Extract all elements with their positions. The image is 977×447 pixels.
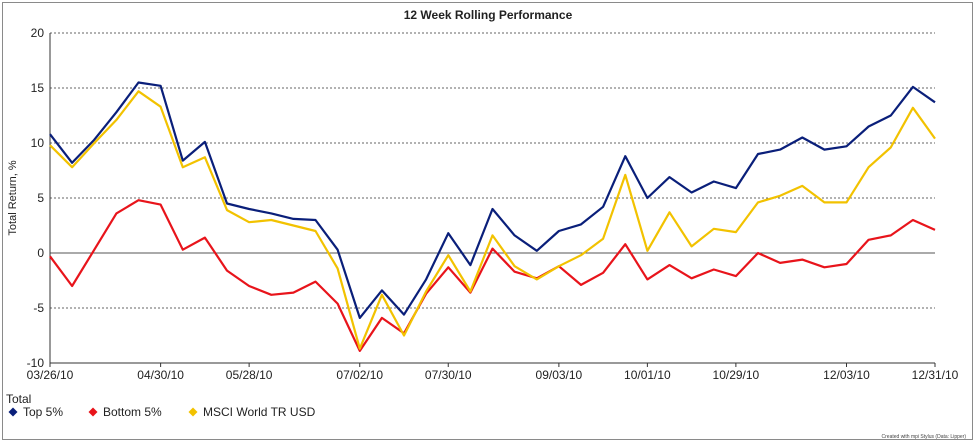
y-tick-label: -10	[27, 356, 45, 370]
y-tick-label: 10	[31, 136, 45, 150]
y-tick-label: -5	[33, 301, 44, 315]
x-tick-label: 12/03/10	[823, 368, 870, 382]
legend-label: Bottom 5%	[103, 405, 162, 419]
x-tick-label: 04/30/10	[137, 368, 184, 382]
series-line-top-5	[49, 81, 936, 319]
x-tick-label: 12/31/10	[912, 368, 959, 382]
series-line-bottom-5	[49, 199, 936, 352]
y-tick-label: 15	[31, 81, 45, 95]
x-tick-label: 10/01/10	[624, 368, 671, 382]
y-tick-label: 0	[37, 246, 44, 260]
x-tick-label: 10/29/10	[713, 368, 760, 382]
x-tick-label: 09/03/10	[536, 368, 583, 382]
legend-marker-icon	[8, 407, 18, 417]
legend-marker-icon	[188, 407, 198, 417]
x-tick-label: 07/02/10	[336, 368, 383, 382]
x-tick-labels: 03/26/10 04/30/10 05/28/10 07/02/10 07/30/10…	[27, 368, 959, 382]
axes	[49, 33, 936, 367]
chart-frame	[2, 2, 973, 440]
series-line-msci-world-tr-usd	[49, 90, 936, 350]
x-tick-label: 07/30/10	[425, 368, 472, 382]
y-tick-label: 20	[31, 26, 45, 40]
legend: Total Top 5% Bottom 5% MSCI World TR USD	[6, 392, 316, 419]
legend-label: MSCI World TR USD	[203, 405, 316, 419]
chart-title: 12 Week Rolling Performance	[404, 8, 573, 22]
y-tick-labels: 20 15 10 5 0 -5 -10	[27, 26, 45, 370]
legend-label: Top 5%	[23, 405, 63, 419]
credit-text: Created with mpi Stylus (Data: Lipper)	[882, 434, 967, 440]
legend-title: Total	[6, 392, 31, 406]
x-tick-label: 05/28/10	[226, 368, 273, 382]
x-tick-label: 03/26/10	[27, 368, 74, 382]
grid-lines	[50, 32, 935, 309]
series-lines	[49, 81, 936, 352]
y-axis-label: Total Return, %	[7, 160, 19, 235]
y-tick-label: 5	[37, 191, 44, 205]
legend-marker-icon	[88, 407, 98, 417]
